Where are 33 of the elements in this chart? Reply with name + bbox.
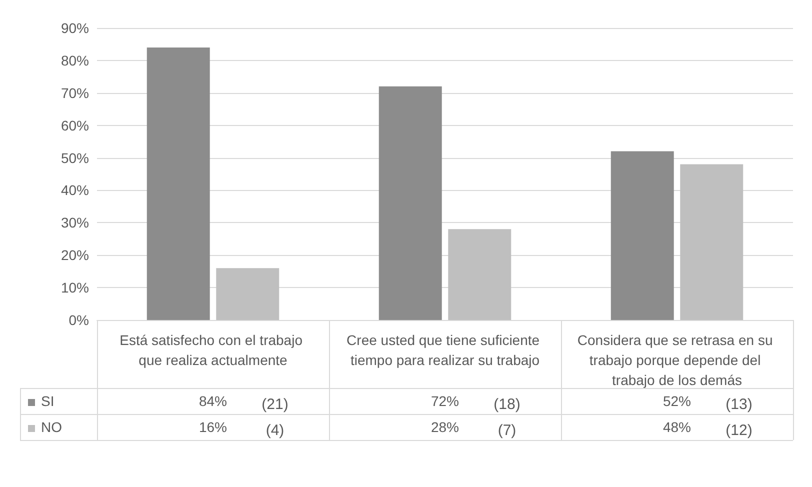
bar (216, 268, 280, 320)
bar (680, 164, 744, 320)
legend-label: NO (40, 419, 62, 435)
y-tick-label: 60% (60, 117, 89, 134)
text: (21) (262, 396, 288, 413)
text: (12) (726, 422, 752, 439)
data-label: 16% (198, 419, 228, 435)
text: (13) (726, 396, 752, 413)
y-tick-label: 20% (60, 247, 89, 264)
x-tick-label: Está satisfecho con el trabajo que realiza actualmente (120, 332, 306, 368)
bar (610, 151, 674, 320)
data-label: 72% (430, 393, 460, 409)
bar (378, 86, 442, 320)
data-label: 52% (662, 393, 692, 409)
text: (4) (266, 422, 284, 439)
x-tick-label: Cree usted que tiene suficiente tiempo para realizar su trabajo (346, 332, 544, 368)
y-tick-label: 90% (60, 20, 89, 36)
y-tick-label: 10% (60, 280, 89, 296)
y-tick-label: 70% (60, 84, 89, 101)
y-tick-label: 80% (60, 52, 89, 68)
text: (18) (494, 396, 520, 413)
y-tick-label: 40% (60, 182, 89, 198)
text: (7) (498, 422, 516, 439)
bar (146, 47, 210, 320)
data-label: 28% (430, 419, 460, 435)
y-tick-label: 30% (60, 214, 89, 231)
y-tick-label: 50% (60, 150, 89, 166)
x-tick-label: Considera que se retrasa en su trabajo porque depende del trabajo de los demás (577, 332, 777, 388)
data-label: 48% (662, 419, 692, 435)
y-tick-label: 0% (68, 312, 89, 328)
legend-label: SI (40, 393, 54, 409)
data-label: 84% (198, 393, 228, 409)
bar (448, 229, 512, 320)
